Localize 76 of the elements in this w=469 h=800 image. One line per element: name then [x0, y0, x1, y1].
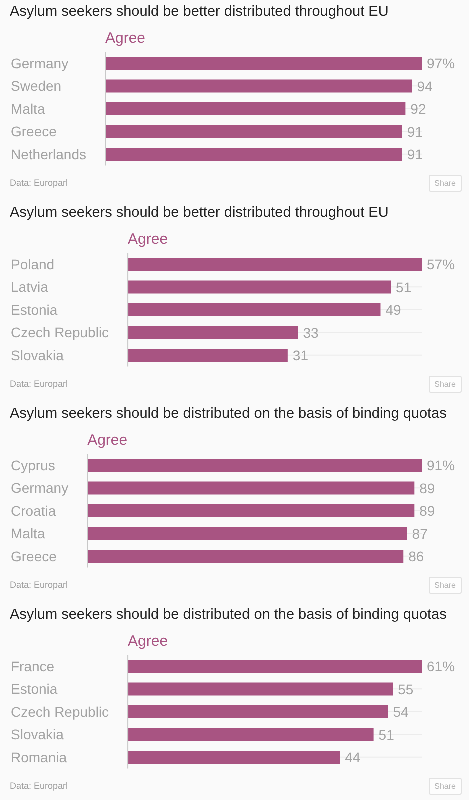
data-label: 49 [386, 302, 402, 318]
bar [105, 125, 402, 138]
data-label: 44 [345, 750, 361, 766]
chart-title: Asylum seekers should be better distributed throughout EU [10, 205, 389, 221]
bar [105, 102, 406, 116]
data-label: 87 [412, 526, 428, 542]
y-tick-label: Cyprus [11, 457, 56, 474]
y-tick-label: Netherlands [11, 146, 86, 162]
y-tick-label: Croatia [11, 502, 56, 519]
data-label: 61% [427, 658, 456, 674]
text: Data: Europarl [10, 580, 68, 590]
y-tick-label: Latvia [11, 279, 49, 296]
share-button: Share [428, 778, 462, 794]
data-label: 86 [408, 548, 424, 564]
bar [105, 57, 422, 70]
y-tick-label: Sweden [11, 78, 62, 94]
y-tick-label: Greece [11, 548, 58, 564]
text: Data: Europarl [10, 178, 68, 188]
y-tick-label: Estonia [11, 681, 58, 698]
y-tick-label: Czech Republic [11, 324, 110, 341]
share-button: Share [428, 576, 462, 594]
bar [105, 80, 412, 93]
y-tick-label: Malta [11, 526, 46, 542]
chart-title: Asylum seekers should be distributed on the basis of binding quotas [10, 607, 447, 623]
data-label: 55 [398, 681, 414, 698]
bar [128, 728, 374, 742]
bar [88, 504, 415, 518]
bar [128, 258, 422, 271]
data-label: 97% [427, 56, 456, 72]
chart-title: Asylum seekers should be distributed on the basis of binding quotas [10, 406, 447, 422]
bar [128, 682, 394, 696]
series-label: Agree [88, 432, 128, 449]
series-label: Agree [105, 30, 146, 47]
y-tick-label: Germany [11, 55, 69, 72]
bar [88, 459, 422, 472]
data-label: 91 [407, 146, 424, 162]
data-label: 54 [393, 704, 410, 720]
y-tick-label: France [11, 658, 55, 674]
bar [128, 706, 388, 718]
bar [88, 482, 415, 495]
y-tick-label: Germany [11, 480, 69, 496]
data-label: 89 [420, 480, 436, 496]
text: Data: Europarl [10, 781, 68, 791]
share-button: Share [428, 376, 462, 392]
y-tick-label: Romania [11, 749, 68, 766]
data-label: 89 [420, 503, 436, 519]
y-tick-label: Slovakia [11, 347, 64, 364]
bar [128, 304, 381, 316]
y-tick-label: Malta [11, 100, 46, 117]
data-label: 91% [427, 458, 456, 474]
y-tick-label: Slovakia [11, 726, 64, 743]
series-label: Agree [128, 633, 168, 650]
bar [128, 326, 298, 340]
series-label: Agree [128, 231, 168, 248]
data-label: 33 [303, 324, 320, 341]
bar [88, 527, 408, 540]
share-button: Share [428, 174, 462, 192]
bar [128, 660, 422, 673]
data-label: 57% [427, 256, 456, 272]
y-tick-label: Estonia [11, 302, 58, 318]
bar [128, 349, 288, 362]
data-label: 94 [417, 78, 433, 94]
data-label: 91 [407, 124, 424, 140]
bar [105, 148, 402, 161]
y-tick-label: Greece [11, 124, 58, 140]
data-label: 51 [378, 726, 395, 743]
data-label: 92 [410, 101, 426, 117]
bar [88, 550, 404, 563]
y-tick-label: Czech Republic [11, 704, 110, 720]
bar [128, 751, 340, 764]
data-label: 51 [396, 279, 412, 296]
data-label: 31 [292, 348, 309, 364]
chart-title: Asylum seekers should be better distributed throughout EU [10, 4, 389, 20]
y-tick-label: Poland [11, 256, 55, 272]
text: Data: Europarl [10, 379, 68, 389]
bar [128, 280, 392, 294]
